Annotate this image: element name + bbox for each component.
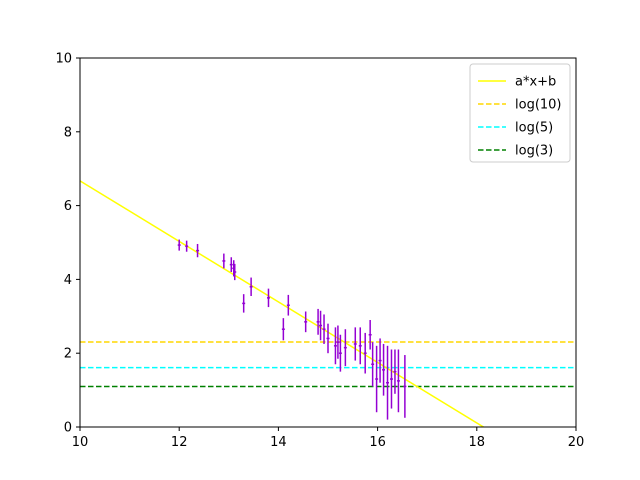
data-point-14 — [319, 310, 323, 341]
data-point-3 — [222, 253, 226, 269]
data-point-19 — [338, 334, 342, 372]
legend-label-2: log(5) — [515, 121, 553, 136]
data-point-26 — [375, 345, 379, 413]
y-tick-label-0: 0 — [64, 421, 72, 436]
legend: a*x+b log(10) log(5) log(3) — [469, 63, 571, 163]
x-tick-label-5: 20 — [568, 435, 585, 450]
plot-frame — [79, 57, 577, 428]
data-point-22 — [358, 327, 362, 365]
y-tick-label-4: 8 — [64, 125, 72, 140]
legend-label-3: log(3) — [515, 144, 553, 159]
data-point-21 — [353, 327, 357, 361]
data-point-33 — [403, 355, 407, 418]
data-point-16 — [326, 323, 330, 354]
data-point-31 — [393, 349, 397, 394]
data-point-30 — [390, 349, 393, 409]
y-tick-label-2: 4 — [64, 273, 72, 288]
x-tick-label-0: 10 — [72, 435, 89, 450]
data-point-13 — [316, 308, 320, 335]
data-point-24 — [368, 319, 372, 350]
y-tick-label-3: 6 — [64, 199, 72, 214]
legend-label-1: log(10) — [515, 98, 562, 113]
data-point-12 — [304, 311, 308, 333]
data-point-32 — [396, 349, 400, 413]
points-layer — [177, 239, 407, 420]
x-tick-label-4: 18 — [469, 435, 486, 450]
x-tick-label-2: 14 — [270, 435, 287, 450]
data-point-28 — [382, 343, 386, 396]
x-axis: 10 12 14 16 18 20 — [72, 427, 585, 450]
data-point-25 — [371, 342, 375, 387]
data-point-23 — [363, 332, 367, 374]
data-point-29 — [386, 345, 390, 420]
y-tick-label-1: 2 — [64, 347, 72, 362]
data-point-10 — [281, 318, 285, 341]
data-point-18 — [336, 325, 340, 359]
data-point-2 — [196, 243, 200, 258]
data-point-20 — [343, 329, 347, 367]
data-point-1 — [185, 240, 189, 252]
legend-label-0: a*x+b — [515, 75, 556, 90]
legend-box — [469, 63, 571, 163]
data-point-11 — [286, 294, 290, 316]
y-tick-label-5: 10 — [55, 52, 72, 67]
x-tick-label-1: 12 — [171, 435, 188, 450]
data-point-9 — [266, 288, 270, 308]
x-tick-label-3: 16 — [369, 435, 386, 450]
data-point-15 — [322, 314, 326, 344]
data-point-7 — [242, 294, 246, 313]
y-axis: 0 2 4 6 8 10 — [55, 52, 80, 436]
data-point-8 — [249, 277, 253, 297]
data-point-0 — [177, 239, 181, 251]
data-point-17 — [333, 327, 337, 365]
data-point-6 — [233, 263, 237, 281]
data-point-4 — [229, 257, 233, 273]
data-point-27 — [378, 338, 382, 383]
